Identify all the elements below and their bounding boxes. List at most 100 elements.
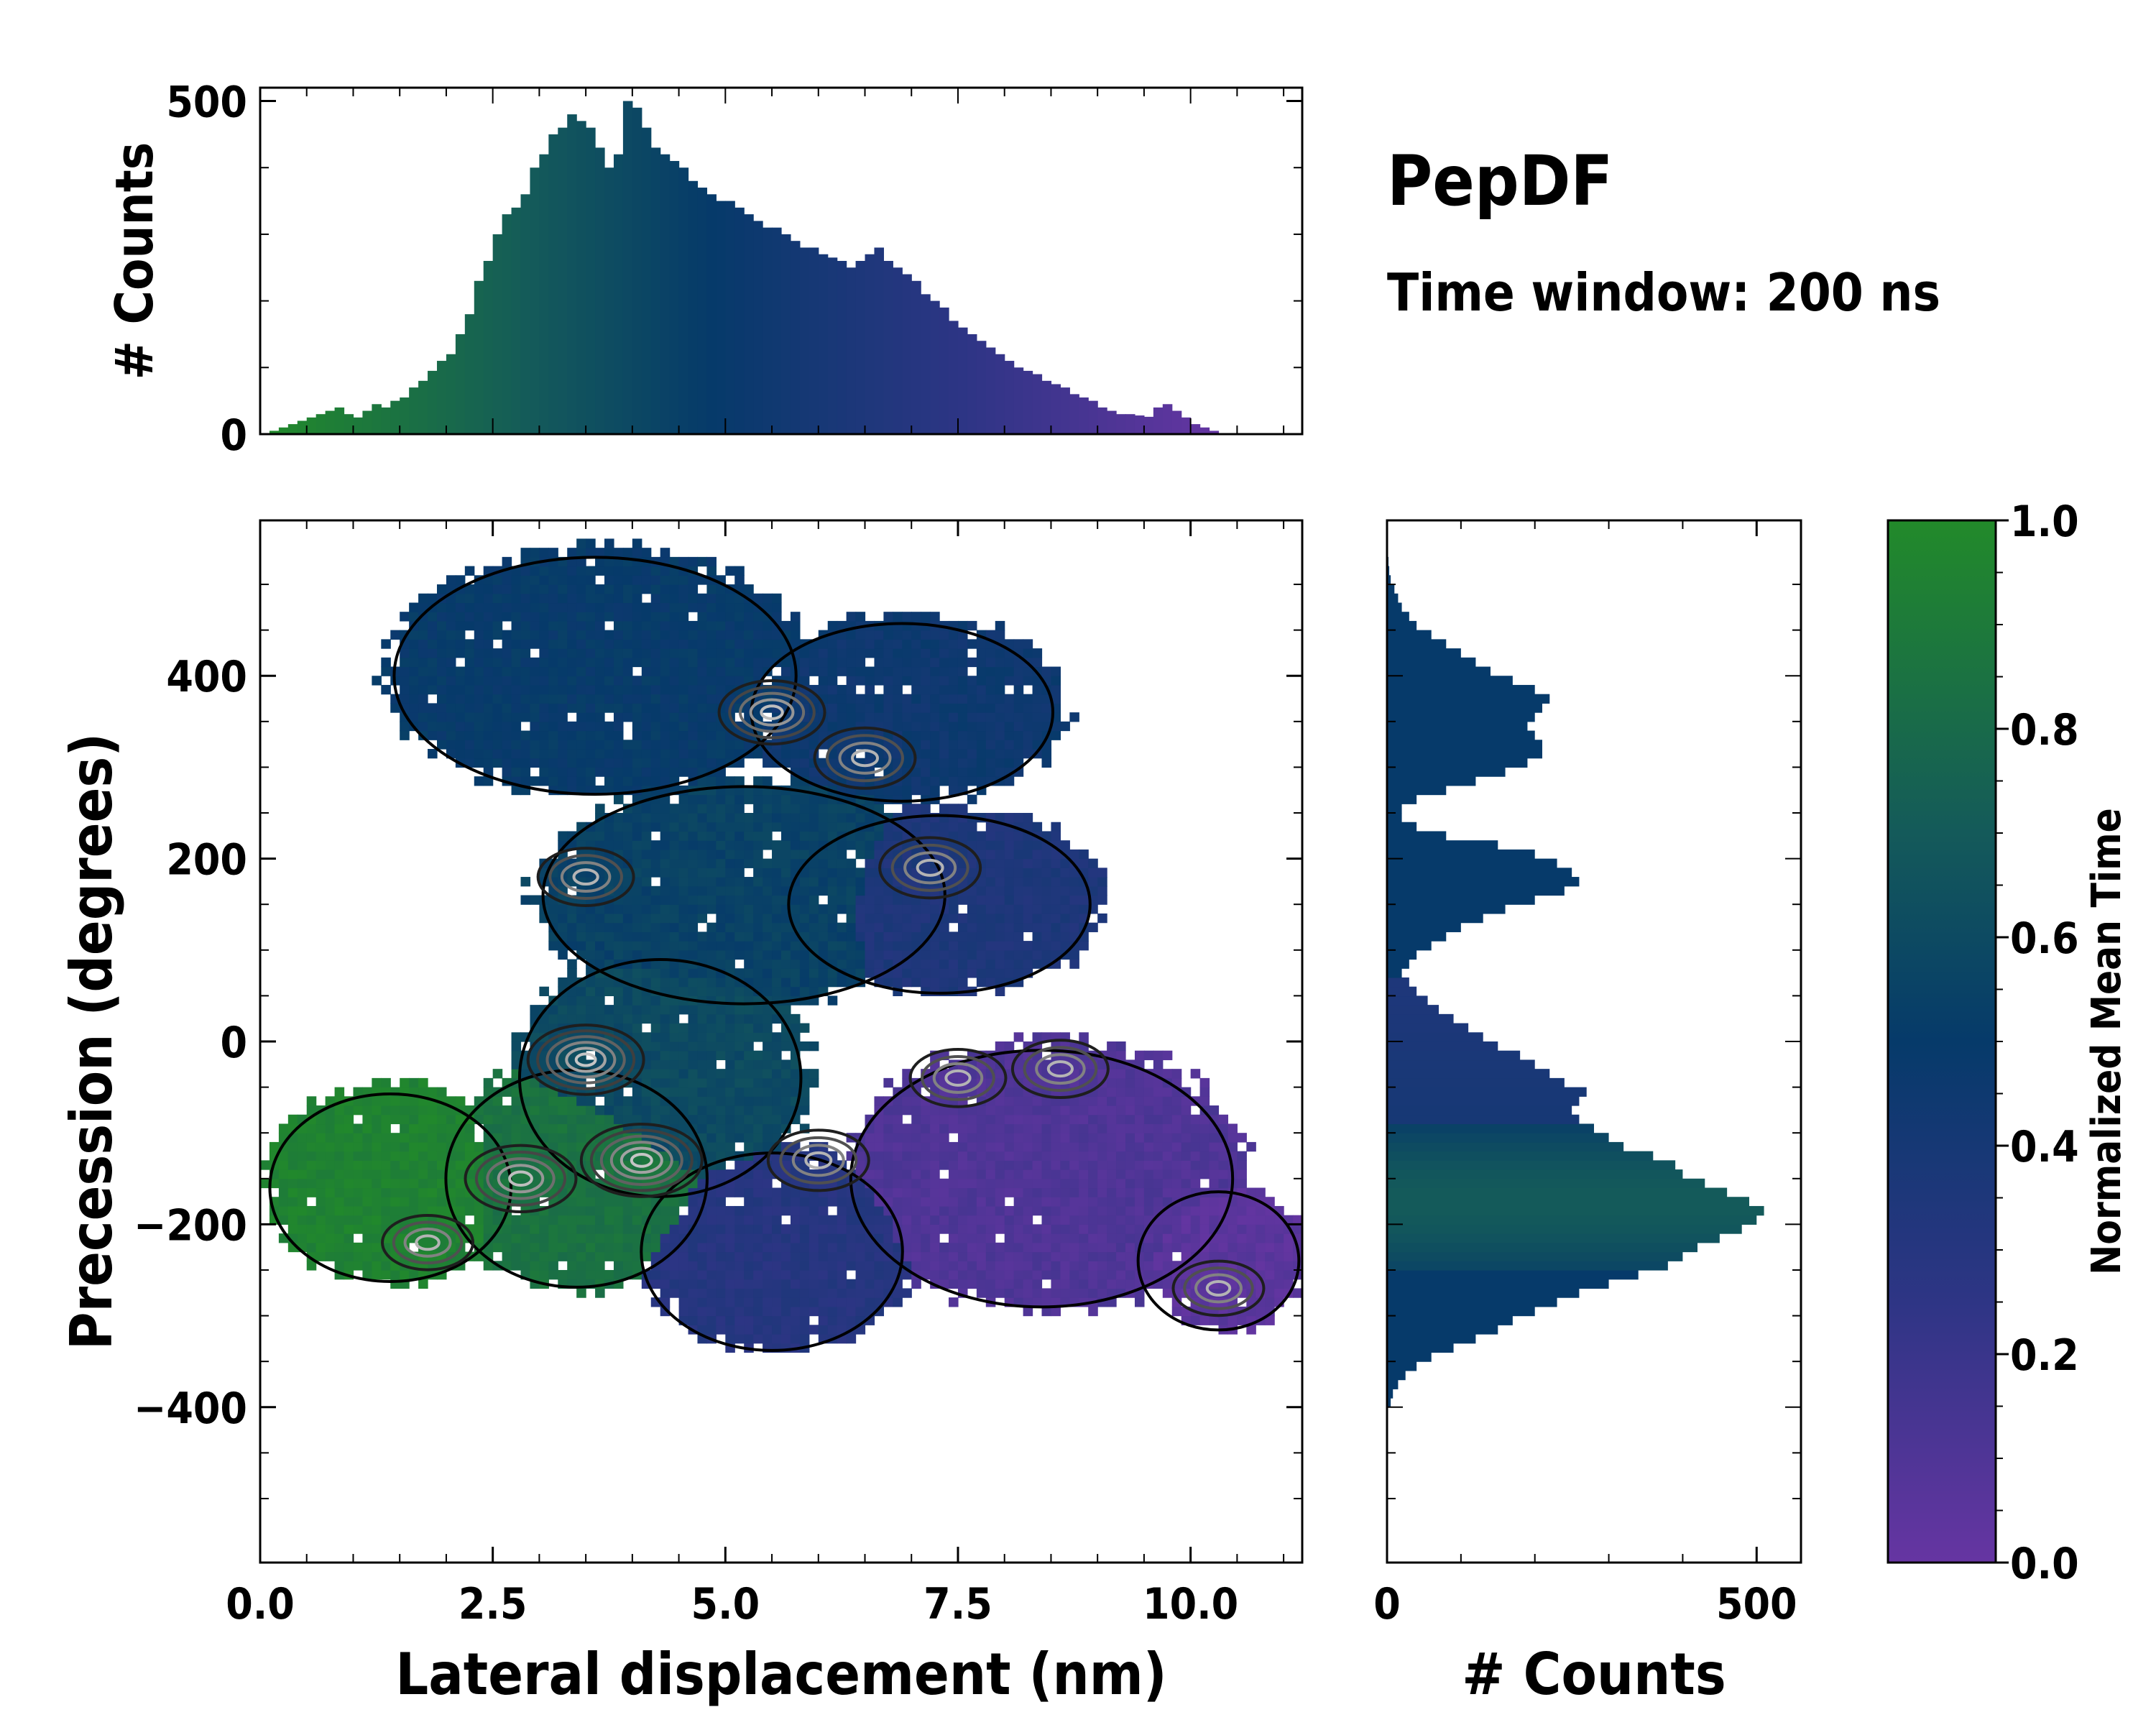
- heatmap-cell: [622, 684, 633, 695]
- heatmap-cell: [763, 758, 773, 768]
- heatmap-cell: [400, 1160, 410, 1170]
- heatmap-cell: [893, 612, 903, 622]
- heatmap-cell: [855, 932, 866, 942]
- heatmap-cell: [921, 1151, 931, 1161]
- heatmap-cell: [1023, 941, 1033, 951]
- heatmap-cell: [688, 949, 699, 960]
- heatmap-cell: [1004, 1242, 1015, 1253]
- heatmap-cell: [558, 758, 568, 768]
- heatmap-cell: [613, 1224, 624, 1234]
- heatmap-cell: [1032, 949, 1043, 960]
- heatmap-cell: [930, 941, 940, 951]
- heatmap-cell: [846, 703, 857, 713]
- heatmap-cell: [716, 822, 726, 832]
- heatmap-cell: [586, 730, 596, 740]
- heatmap-cell: [511, 1242, 522, 1253]
- heatmap-cell: [325, 1205, 336, 1216]
- heatmap-cell: [799, 1215, 810, 1225]
- heatmap-cell: [827, 813, 838, 823]
- heatmap-cell: [781, 941, 791, 951]
- heatmap-cell: [1032, 913, 1043, 924]
- heatmap-cell: [511, 666, 522, 676]
- heatmap-cell: [706, 639, 717, 649]
- heatmap-cell: [706, 612, 717, 622]
- heatmap-cell: [799, 913, 810, 924]
- heatmap-cell: [706, 822, 717, 832]
- heatmap-cell: [558, 730, 568, 740]
- heatmap-cell: [921, 767, 931, 777]
- heatmap-cell: [1041, 877, 1052, 887]
- heatmap-cell: [613, 730, 624, 740]
- heatmap-cell: [763, 1077, 773, 1088]
- heatmap-cell: [772, 1050, 782, 1061]
- heatmap-cell: [818, 1315, 829, 1325]
- x-histogram-bar: [697, 188, 708, 434]
- heatmap-cell: [855, 1197, 866, 1207]
- heatmap-cell: [567, 684, 577, 695]
- heatmap-cell: [921, 1197, 931, 1207]
- heatmap-cell: [539, 684, 549, 695]
- heatmap-cell: [808, 1325, 819, 1335]
- heatmap-cell: [846, 694, 857, 704]
- heatmap-cell: [827, 676, 838, 686]
- heatmap-cell: [808, 1205, 819, 1216]
- heatmap-cell: [902, 895, 912, 905]
- heatmap-cell: [706, 620, 717, 631]
- heatmap-cell: [753, 1233, 763, 1243]
- heatmap-cell: [632, 767, 642, 777]
- heatmap-cell: [1041, 666, 1052, 676]
- heatmap-cell: [781, 977, 791, 988]
- heatmap-cell: [957, 694, 968, 704]
- heatmap-cell: [622, 1096, 633, 1106]
- heatmap-cell: [678, 1050, 689, 1061]
- heatmap-cell: [390, 1269, 400, 1280]
- heatmap-cell: [548, 1123, 558, 1133]
- heatmap-cell: [716, 684, 726, 695]
- heatmap-cell: [650, 758, 661, 768]
- heatmap-cell: [837, 703, 847, 713]
- heatmap-cell: [1004, 1041, 1015, 1052]
- heatmap-cell: [688, 1069, 699, 1079]
- heatmap-cell: [734, 1297, 745, 1307]
- heatmap-cell: [744, 639, 754, 649]
- heatmap-cell: [706, 648, 717, 658]
- heatmap-cell: [976, 1114, 987, 1125]
- heatmap-cell: [520, 740, 531, 750]
- heatmap-cell: [763, 986, 773, 997]
- heatmap-cell: [902, 904, 912, 914]
- heatmap-cell: [799, 758, 810, 768]
- heatmap-cell: [930, 676, 940, 686]
- heatmap-cell: [520, 1261, 531, 1271]
- heatmap-cell: [930, 748, 940, 759]
- heatmap-cell: [790, 913, 801, 924]
- heatmap-cell: [464, 676, 475, 686]
- heatmap-cell: [883, 684, 893, 695]
- heatmap-cell: [846, 804, 857, 814]
- heatmap-cell: [1032, 648, 1043, 658]
- heatmap-cell: [725, 1297, 735, 1307]
- heatmap-cell: [716, 1187, 726, 1197]
- heatmap-cell: [808, 1297, 819, 1307]
- heatmap-cell: [995, 941, 1005, 951]
- heatmap-cell: [837, 977, 847, 988]
- heatmap-cell: [297, 1187, 308, 1197]
- heatmap-cell: [985, 1251, 996, 1261]
- heatmap-cell: [492, 740, 503, 750]
- heatmap-cell: [930, 1205, 940, 1216]
- heatmap-cell: [669, 941, 680, 951]
- heatmap-cell: [744, 840, 754, 850]
- heatmap-cell: [706, 1233, 717, 1243]
- heatmap-cell: [455, 721, 466, 732]
- heatmap-cell: [464, 612, 475, 622]
- heatmap-cell: [1041, 922, 1052, 932]
- heatmap-cell: [763, 1133, 773, 1143]
- heatmap-cell: [734, 1069, 745, 1079]
- heatmap-cell: [734, 1013, 745, 1024]
- heatmap-cell: [669, 1288, 680, 1298]
- heatmap-cell: [1032, 858, 1043, 868]
- heatmap-cell: [474, 712, 484, 722]
- heatmap-cell: [706, 676, 717, 686]
- heatmap-cell: [985, 1215, 996, 1225]
- x-histogram-bar: [474, 280, 484, 434]
- heatmap-cell: [511, 694, 522, 704]
